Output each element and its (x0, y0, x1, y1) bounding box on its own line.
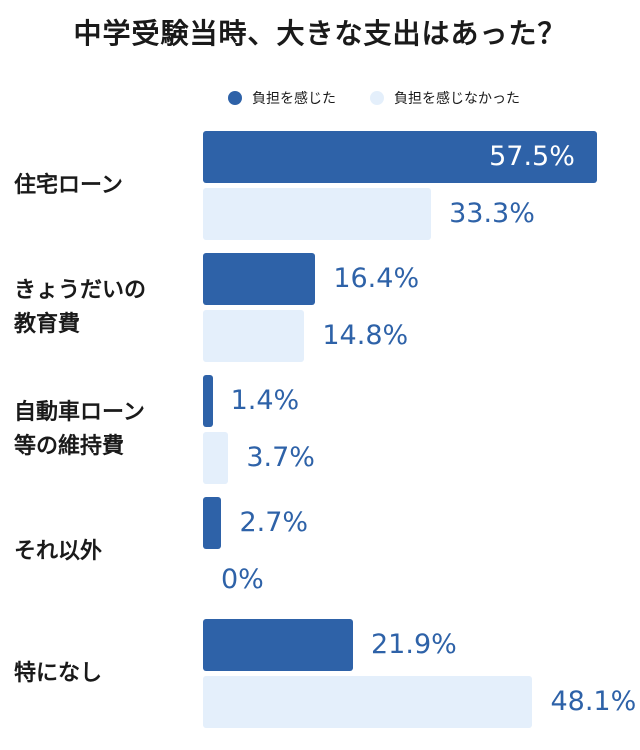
category-label-line: 教育費 (14, 311, 81, 337)
category-label-line: 住宅ローン (14, 172, 123, 198)
bar-no-burden (203, 310, 305, 362)
legend-swatch-felt-burden (228, 91, 242, 105)
category-label: 住宅ローン (14, 131, 200, 240)
category-label: それ以外 (14, 497, 200, 606)
category-label: きょうだいの 教育費 (14, 253, 200, 362)
bar-felt-burden (203, 375, 213, 427)
bar-no-burden (203, 188, 432, 240)
bar-felt-burden (203, 253, 316, 305)
bar-no-burden (203, 676, 533, 728)
data-label: 1.4% (230, 385, 300, 416)
data-label: 16.4% (333, 263, 420, 294)
data-label: 2.7% (239, 507, 309, 538)
legend-item-felt-burden: 負担を感じた (228, 88, 336, 108)
category-label: 自動車ローン 等の維持費 (14, 375, 200, 484)
bar-felt-burden (203, 619, 353, 671)
data-label: 3.7% (246, 442, 315, 473)
category-label-line: 等の維持費 (14, 433, 125, 459)
category-label-line: それ以外 (14, 538, 103, 564)
legend-label-no-burden: 負担を感じなかった (394, 91, 520, 107)
chart-title: 中学受験当時、大きな支出はあった？ (73, 17, 567, 50)
legend: 負担を感じた 負担を感じなかった (228, 88, 520, 108)
legend-item-no-burden: 負担を感じなかった (370, 88, 520, 108)
data-label: 57.5% (489, 141, 575, 172)
legend-swatch-no-burden (370, 91, 384, 105)
category-label-line: きょうだいの (14, 277, 147, 303)
data-label: 33.3% (449, 198, 535, 229)
data-label: 0% (221, 564, 264, 595)
category-label: 特になし (14, 619, 200, 728)
category-label-line: 特になし (14, 660, 103, 686)
bar-no-burden (203, 432, 229, 484)
bar-felt-burden (203, 131, 597, 183)
legend-label-felt-burden: 負担を感じた (252, 91, 336, 107)
data-label: 21.9% (371, 629, 457, 660)
data-label: 14.8% (322, 320, 409, 351)
bar-felt-burden (203, 497, 222, 549)
category-label-line: 自動車ローン (14, 399, 145, 425)
data-label: 48.1% (550, 686, 637, 717)
